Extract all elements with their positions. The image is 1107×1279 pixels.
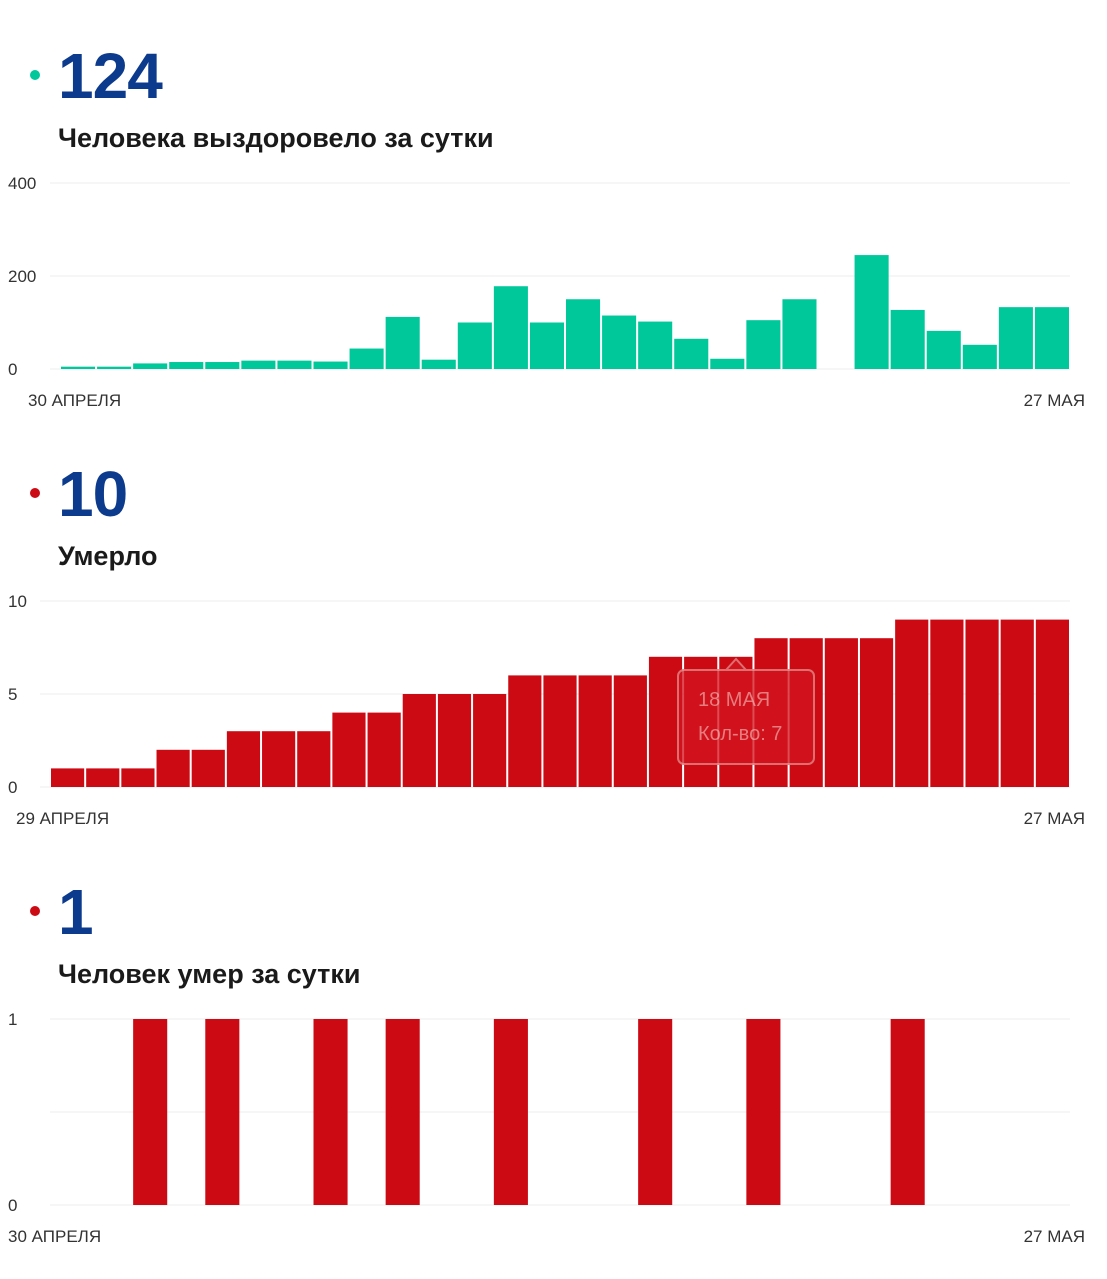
- bar: [241, 360, 276, 369]
- bar: [578, 675, 612, 787]
- bar: [965, 619, 999, 787]
- bar: [854, 255, 889, 369]
- bar: [421, 359, 456, 369]
- bar: [895, 619, 929, 787]
- x-end-label: 27 МАЯ: [1024, 809, 1085, 828]
- bar: [133, 1019, 168, 1205]
- bar: [648, 656, 683, 787]
- y-tick-label: 0: [8, 1196, 17, 1215]
- bar: [710, 358, 745, 369]
- bar: [674, 338, 709, 369]
- dot-icon: [30, 70, 40, 80]
- bar: [121, 768, 155, 787]
- y-tick-label: 0: [8, 778, 17, 797]
- bar: [367, 712, 401, 787]
- bar: [493, 1019, 528, 1205]
- y-tick-label: 0: [8, 360, 17, 379]
- dot-icon: [30, 906, 40, 916]
- x-start-label: 30 АПРЕЛЯ: [28, 391, 121, 410]
- bar: [998, 307, 1033, 369]
- bar: [61, 366, 96, 369]
- y-tick-label: 200: [8, 267, 36, 286]
- bar: [529, 322, 564, 369]
- bar: [782, 299, 817, 369]
- bar: [890, 309, 925, 369]
- bar: [613, 675, 647, 787]
- bar: [473, 694, 507, 787]
- bar: [926, 330, 961, 369]
- x-end-label: 27 МАЯ: [1024, 1227, 1085, 1246]
- y-tick-label: 10: [8, 592, 27, 611]
- bar: [457, 322, 492, 369]
- bar: [746, 1019, 781, 1205]
- bar: [602, 315, 637, 369]
- bar: [1035, 619, 1069, 787]
- y-tick-label: 1: [8, 1010, 17, 1029]
- bar: [962, 344, 997, 369]
- bar: [313, 361, 348, 369]
- bar: [332, 712, 366, 787]
- bar: [402, 694, 436, 787]
- bar: [385, 316, 420, 369]
- bar: [97, 366, 132, 369]
- bar: [277, 360, 312, 369]
- tooltip-date: 18 МАЯ: [698, 689, 770, 711]
- recovered-caption: Человека выздоровело за сутки: [58, 123, 494, 153]
- recovered-count: 124: [58, 40, 163, 112]
- deaths-daily-count: 1: [58, 876, 94, 948]
- y-tick-label: 5: [8, 685, 17, 704]
- bar: [437, 694, 472, 787]
- bar: [133, 363, 168, 369]
- deaths-daily-chart: 1 0 30 АПРЕЛЯ 27 МАЯ: [8, 1010, 1085, 1246]
- bar: [226, 731, 261, 787]
- recovered-chart: 400 200 0 30 АПРЕЛЯ 27 МАЯ: [8, 174, 1085, 410]
- bar: [493, 286, 528, 369]
- x-start-label: 30 АПРЕЛЯ: [8, 1227, 101, 1246]
- bar: [297, 731, 331, 787]
- dot-icon: [30, 488, 40, 498]
- tooltip-arrow: [723, 657, 749, 671]
- bar: [1034, 307, 1069, 369]
- bar: [156, 749, 190, 787]
- deaths-total-caption: Умерло: [58, 541, 158, 571]
- bar: [205, 1019, 240, 1205]
- bar: [1000, 619, 1034, 787]
- bar: [824, 638, 858, 787]
- bar: [262, 731, 296, 787]
- bar: [191, 749, 225, 787]
- bar: [746, 320, 781, 369]
- deaths-total-chart: 10 5 0 29 АПРЕЛЯ 27 МАЯ 18 МАЯ Кол-во: 7: [8, 592, 1085, 828]
- tooltip-count: Кол-во: 7: [698, 723, 782, 745]
- bar: [508, 675, 542, 787]
- deaths-daily-caption: Человек умер за сутки: [58, 959, 361, 989]
- bar: [205, 362, 240, 369]
- bar: [169, 362, 204, 369]
- bar: [385, 1019, 420, 1205]
- tooltip-box: [677, 669, 815, 765]
- x-end-label: 27 МАЯ: [1024, 391, 1085, 410]
- deaths-total-count: 10: [58, 458, 128, 530]
- bar: [86, 768, 120, 787]
- bar: [566, 299, 601, 369]
- bar: [313, 1019, 348, 1205]
- bar: [349, 348, 384, 369]
- bar: [543, 675, 577, 787]
- x-start-label: 29 АПРЕЛЯ: [16, 809, 109, 828]
- bar: [859, 638, 894, 787]
- bar: [638, 321, 673, 369]
- bar: [51, 768, 85, 787]
- bar: [930, 619, 964, 787]
- bar: [638, 1019, 673, 1205]
- y-tick-label: 400: [8, 174, 36, 193]
- bar: [890, 1019, 925, 1205]
- tooltip: 18 МАЯ Кол-во: 7: [677, 657, 815, 765]
